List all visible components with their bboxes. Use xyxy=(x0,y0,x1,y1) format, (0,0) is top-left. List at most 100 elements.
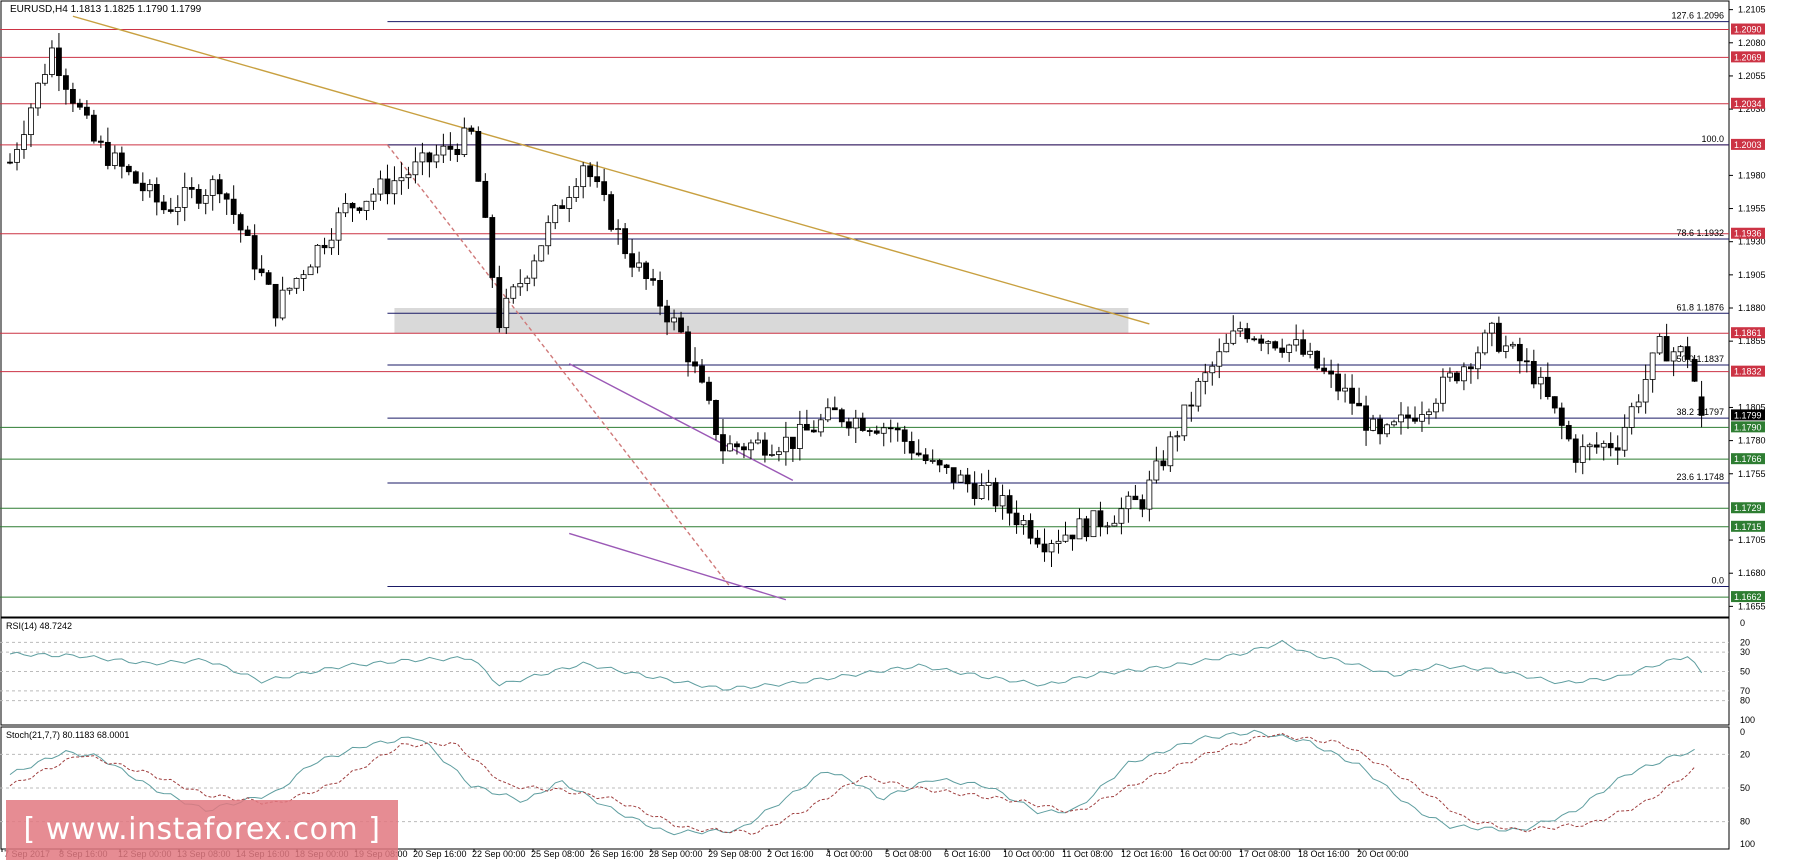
candle-body xyxy=(293,278,300,289)
price-tick-label: 1.1855 xyxy=(1738,336,1766,346)
candle-body xyxy=(810,429,817,433)
candle-body xyxy=(538,245,545,262)
candle-body xyxy=(587,165,594,178)
candle-body xyxy=(482,180,489,218)
candle-body xyxy=(1006,495,1013,514)
candle-body xyxy=(1013,512,1020,526)
candle-body xyxy=(1614,447,1621,451)
candle-body xyxy=(1502,345,1509,352)
candle-body xyxy=(880,427,887,434)
candle-body xyxy=(1251,338,1258,341)
candle-body xyxy=(727,443,733,452)
candle-body xyxy=(56,47,62,77)
candle-body xyxy=(1433,402,1439,413)
price-tick-label: 1.1880 xyxy=(1738,303,1766,313)
candle-body xyxy=(748,442,754,451)
candle-body xyxy=(636,262,642,268)
candle-body xyxy=(1405,414,1411,419)
candle-body xyxy=(1104,525,1111,528)
candle-body xyxy=(1621,427,1628,451)
candle-body xyxy=(817,419,824,433)
candle-body xyxy=(1516,343,1523,362)
resistance-badge-label: 1.1832 xyxy=(1734,367,1762,377)
candle-body xyxy=(1377,418,1383,435)
candle-body xyxy=(580,165,587,188)
candle-body xyxy=(391,180,398,195)
candle-body xyxy=(1272,341,1279,349)
candle-body xyxy=(1195,380,1202,407)
candle-body xyxy=(1481,332,1488,354)
candle-body xyxy=(1461,366,1467,382)
candle-body xyxy=(706,381,712,401)
candle-body xyxy=(978,485,985,499)
resistance-badge-label: 1.1861 xyxy=(1734,328,1762,338)
candle-body xyxy=(971,483,978,499)
candle-body xyxy=(964,474,971,485)
candle-body xyxy=(1419,414,1425,422)
current-price-badge xyxy=(1731,409,1765,421)
support-badge xyxy=(1731,421,1765,433)
candle-body xyxy=(7,161,13,164)
candle-body xyxy=(35,82,41,109)
time-tick-label: 6 Oct 16:00 xyxy=(944,849,991,859)
rsi-tick-label: 50 xyxy=(1740,667,1750,677)
candle-body xyxy=(838,409,845,423)
candle-body xyxy=(412,161,419,176)
candle-body xyxy=(1300,339,1307,355)
candle-body xyxy=(139,182,146,192)
candle-body xyxy=(1398,414,1404,423)
resistance-badge-label: 1.2003 xyxy=(1734,140,1762,150)
candle-body xyxy=(1440,376,1446,404)
time-tick-label: 5 Oct 08:00 xyxy=(885,849,932,859)
candle-body xyxy=(1342,387,1348,392)
candle-body xyxy=(300,274,307,279)
candle-body xyxy=(1174,435,1181,438)
candle-body xyxy=(1691,359,1698,382)
time-tick-label: 2 Oct 16:00 xyxy=(767,849,814,859)
candle-body xyxy=(174,206,181,212)
stoch-label: Stoch(21,7,7) 80.1183 68.0001 xyxy=(6,730,129,740)
candle-body xyxy=(782,436,789,453)
candle-body xyxy=(405,174,412,179)
candle-body xyxy=(1146,479,1153,510)
time-tick-label: 29 Sep 08:00 xyxy=(708,849,762,859)
candle-body xyxy=(1307,350,1314,355)
candle-body xyxy=(223,193,230,200)
fib-retracement-diagonal xyxy=(386,144,731,587)
candle-body xyxy=(915,452,922,456)
candle-body xyxy=(1530,360,1537,385)
candle-body xyxy=(824,407,831,421)
candle-body xyxy=(433,154,440,163)
candle-body xyxy=(49,47,55,75)
candle-body xyxy=(1509,343,1516,347)
rsi-tick-label: 30 xyxy=(1740,647,1750,657)
candle-body xyxy=(188,187,195,190)
candle-body xyxy=(1537,376,1544,385)
support-badge xyxy=(1731,591,1765,603)
support-badge-label: 1.1790 xyxy=(1734,422,1762,432)
candle-body xyxy=(1698,396,1705,416)
candle-body xyxy=(803,423,810,431)
candle-body xyxy=(531,260,538,279)
price-pane: 127.6 1.2096 100.0 78.6 1.1932 61.8 1.1876 5… xyxy=(0,0,1730,618)
price-tick-label: 1.1930 xyxy=(1738,237,1766,247)
stoch-tick-label: 20 xyxy=(1740,749,1750,759)
candle-body xyxy=(859,417,866,431)
chart-title: EURUSD,H4 1.1813 1.1825 1.1790 1.1799 xyxy=(10,4,202,15)
candle-body xyxy=(608,194,615,230)
candle-body xyxy=(153,184,160,203)
candle-body xyxy=(1335,373,1341,392)
candle-body xyxy=(14,149,20,163)
price-tick-label: 1.1680 xyxy=(1738,568,1766,578)
support-badge-label: 1.1662 xyxy=(1734,592,1762,602)
stoch-main-line xyxy=(9,729,1695,836)
resistance-badge xyxy=(1731,227,1765,239)
candle-body xyxy=(1454,372,1460,382)
candle-body xyxy=(1097,510,1104,528)
candle-body xyxy=(160,201,167,211)
support-badge-label: 1.1715 xyxy=(1734,522,1762,532)
candle-body xyxy=(1286,344,1293,353)
candle-body xyxy=(461,127,468,155)
time-tick-label: 20 Sep 16:00 xyxy=(413,849,467,859)
